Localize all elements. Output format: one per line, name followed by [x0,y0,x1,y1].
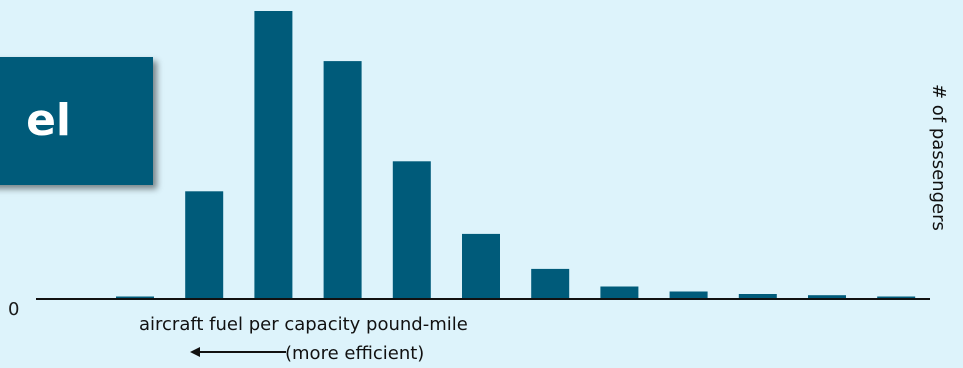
bar-3 [254,11,293,299]
bar-12 [877,296,916,299]
bar-9 [669,291,708,299]
title-fragment: el [26,95,71,146]
y-axis-label: # of passengers [928,84,949,231]
bar-10 [738,294,777,299]
bar-4 [323,61,362,299]
bar-1 [116,296,154,299]
y-zero-label: 0 [8,299,20,320]
bar-2 [185,191,224,299]
bar-group [116,11,916,299]
title-card: el [0,57,153,185]
bar-7 [531,268,570,299]
x-axis-subtitle: (more efficient) [285,343,425,364]
bar-11 [808,295,846,299]
left-arrow-icon [190,347,286,357]
bar-5 [392,161,431,299]
bar-6 [462,233,500,299]
bar-8 [600,286,639,299]
x-axis-label: aircraft fuel per capacity pound-mile [139,314,468,335]
